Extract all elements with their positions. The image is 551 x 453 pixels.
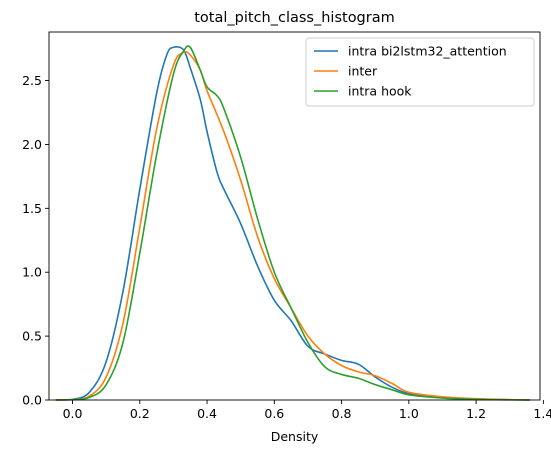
x-tick-label: 0.2: [130, 406, 150, 421]
x-tick-label: 0.8: [332, 406, 352, 421]
x-tick-label: 0.0: [63, 406, 83, 421]
y-tick-label: 2.0: [22, 137, 42, 152]
plot-frame: [48, 31, 541, 401]
x-axis-label: Density: [271, 429, 319, 444]
x-tick-label: 0.6: [264, 406, 284, 421]
series-line-3: [55, 45, 530, 401]
series-line-2: [55, 50, 530, 401]
x-tick-label: 1.4: [533, 406, 551, 421]
x-tick-label: 1.0: [399, 406, 419, 421]
x-tick-label: 0.4: [197, 406, 217, 421]
y-tick-label: 0.5: [22, 329, 42, 344]
y-tick-label: 0.0: [22, 393, 42, 408]
legend-entry-label: intra bi2lstm32_attention: [348, 44, 507, 59]
x-axis-ticks: 0.0 0.2 0.4 0.6 0.8 1.0 1.2 1.4: [63, 400, 551, 421]
legend-entry-label: intra hook: [348, 84, 412, 99]
y-axis-ticks: 0.0 0.5 1.0 1.5 2.0 2.5: [22, 73, 49, 408]
y-tick-label: 1.0: [22, 265, 42, 280]
y-tick-label: 2.5: [22, 73, 42, 88]
series-layer: [55, 45, 530, 401]
series-line-1: [55, 46, 530, 401]
chart-title: total_pitch_class_histogram: [194, 10, 395, 26]
legend-frame: [305, 37, 535, 107]
x-tick-label: 1.2: [466, 406, 486, 421]
legend-entry-label: inter: [348, 64, 378, 79]
y-tick-label: 1.5: [22, 201, 42, 216]
